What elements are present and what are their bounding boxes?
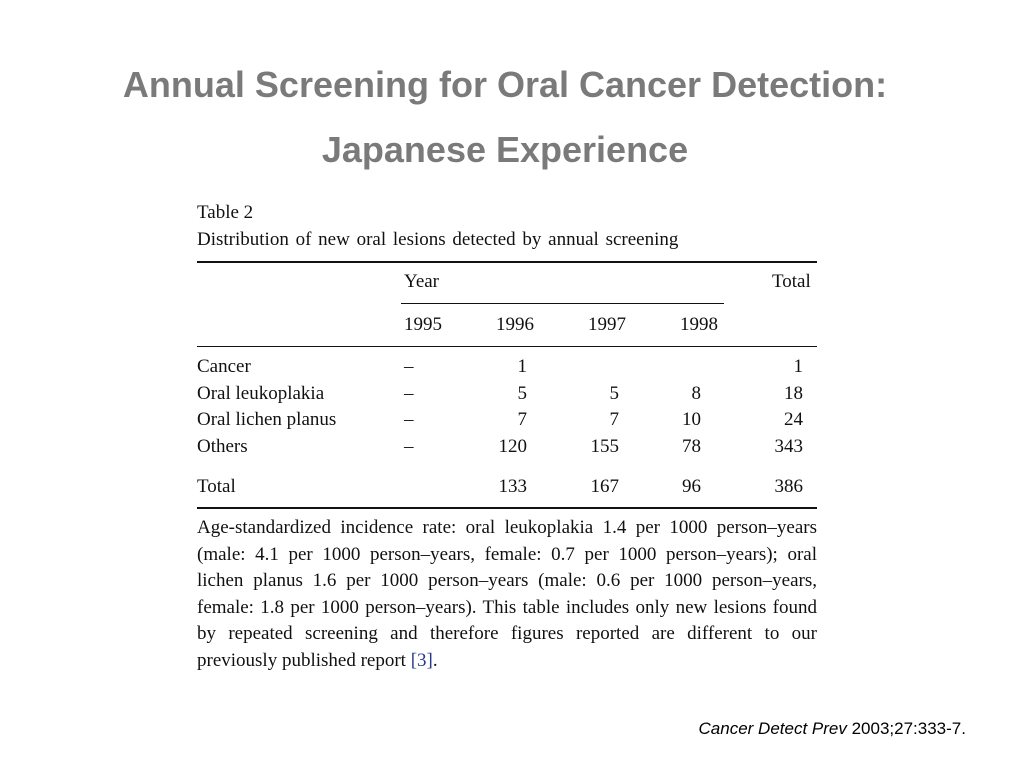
cell-1997: 5 xyxy=(609,383,620,404)
journal-name: Cancer Detect Prev xyxy=(698,719,847,738)
cell-1998: 8 xyxy=(691,383,702,404)
cell-total: 386 xyxy=(774,476,804,497)
cell-total: 24 xyxy=(784,409,803,430)
cell-1998: 96 xyxy=(682,476,701,497)
cell-1997: 7 xyxy=(609,409,620,430)
row-label: Oral leukoplakia xyxy=(197,383,325,404)
header-bottom-rule xyxy=(197,346,817,347)
cell-1995: – xyxy=(404,409,414,430)
row-label: Cancer xyxy=(197,356,251,377)
cell-1996: 133 xyxy=(498,476,528,497)
table-bottom-rule xyxy=(197,507,817,509)
cell-1998: 78 xyxy=(682,436,701,457)
cell-total: 1 xyxy=(793,356,804,377)
row-label: Oral lichen planus xyxy=(197,409,337,430)
citation-period: . xyxy=(961,719,966,738)
reference-link[interactable]: [3] xyxy=(410,649,433,671)
total-header: Total xyxy=(772,271,811,292)
cell-1996: 120 xyxy=(498,436,528,457)
citation-details: 2003;27:333-7 xyxy=(846,719,962,738)
citation: Cancer Detect Prev 2003;27:333-7. xyxy=(699,719,966,739)
cell-1995: – xyxy=(404,436,414,457)
cell-total: 343 xyxy=(774,436,804,457)
year-header: Year xyxy=(404,271,440,292)
table-label: Table 2 xyxy=(197,202,254,223)
table-top-rule xyxy=(197,261,817,263)
row-label: Others xyxy=(197,436,248,457)
footnote-text: Age-standardized incidence rate: oral le… xyxy=(197,517,817,671)
cell-1998: 10 xyxy=(682,409,701,430)
cell-1997: 155 xyxy=(590,436,620,457)
table-caption: Distribution of new oral lesions detecte… xyxy=(197,229,679,250)
year-header-1995: 1995 xyxy=(404,314,442,335)
year-header-1998: 1998 xyxy=(680,314,718,335)
cell-1996: 1 xyxy=(517,356,528,377)
cell-total: 18 xyxy=(784,383,803,404)
cell-1995: – xyxy=(404,356,414,377)
cell-1996: 5 xyxy=(517,383,528,404)
cell-1997: 167 xyxy=(590,476,620,497)
table-footnote: Age-standardized incidence rate: oral le… xyxy=(197,515,817,675)
cell-1995: – xyxy=(404,383,414,404)
cell-1996: 7 xyxy=(517,409,528,430)
year-header-1996: 1996 xyxy=(496,314,534,335)
footnote-period: . xyxy=(432,649,438,671)
year-header-1997: 1997 xyxy=(588,314,626,335)
slide-title-line-1: Annual Screening for Oral Cancer Detecti… xyxy=(122,64,888,105)
slide-title-line-2: Japanese Experience xyxy=(321,129,689,170)
year-group-rule xyxy=(401,303,724,304)
row-label: Total xyxy=(197,476,236,497)
